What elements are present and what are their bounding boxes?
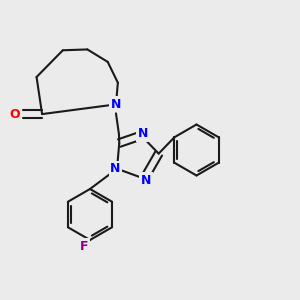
Text: O: O <box>10 108 20 121</box>
Text: N: N <box>110 162 121 175</box>
Text: N: N <box>140 174 151 187</box>
Text: N: N <box>111 98 121 111</box>
Text: N: N <box>137 128 148 140</box>
Text: F: F <box>80 239 88 253</box>
